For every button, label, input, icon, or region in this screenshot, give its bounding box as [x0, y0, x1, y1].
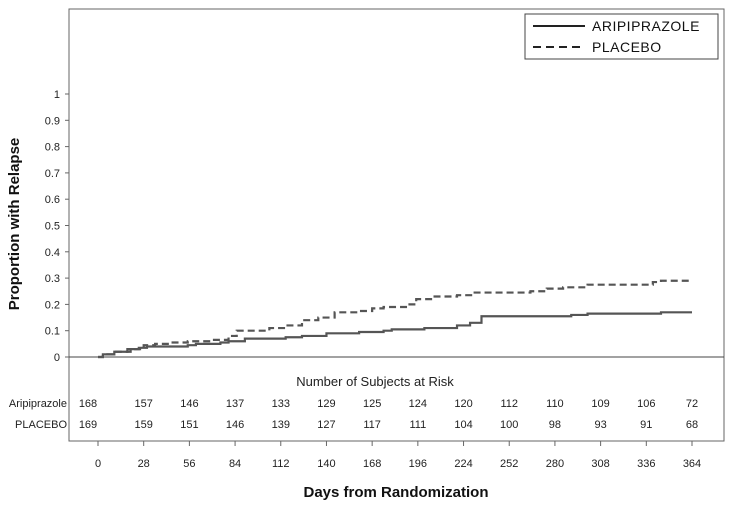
x-tick-label: 364: [683, 458, 701, 470]
legend: ARIPIPRAZOLE PLACEBO: [524, 13, 719, 60]
x-tick-label: 252: [500, 458, 518, 470]
risk-cell: 111: [409, 419, 426, 431]
y-tick-label: 0: [54, 352, 60, 364]
risk-cell: 168: [79, 398, 97, 410]
x-tick-label: 0: [95, 458, 101, 470]
x-tick-label: 56: [183, 458, 195, 470]
x-tick-label: 28: [138, 458, 150, 470]
x-tick-label: 308: [591, 458, 609, 470]
y-tick-label: 0.7: [45, 168, 60, 180]
y-tick-label: 0.4: [45, 247, 60, 259]
y-axis-title: Proportion with Relapse: [6, 138, 23, 311]
y-tick-label: 0.9: [45, 115, 60, 127]
risk-cell: 127: [317, 419, 335, 431]
risk-cell: 100: [500, 419, 518, 431]
x-tick-label: 140: [317, 458, 335, 470]
x-axis-title: Days from Randomization: [303, 484, 488, 501]
risk-cell: 106: [637, 398, 655, 410]
y-axis: 0 0.1 0.2 0.3 0.4 0.5 0.6 0.7 0.8 0.9 1: [45, 89, 69, 364]
y-tick-label: 0.1: [45, 326, 60, 338]
series-line-aripiprazole: [98, 311, 692, 359]
risk-cell: 139: [272, 419, 290, 431]
x-tick-label: 224: [454, 458, 472, 470]
plot-frame: [68, 8, 725, 358]
y-tick-label: 1: [54, 89, 60, 101]
x-tick-label: 280: [546, 458, 564, 470]
risk-cell: 146: [226, 419, 244, 431]
risk-cell: 146: [180, 398, 198, 410]
risk-cell: 68: [686, 419, 698, 431]
risk-row-label: Aripiprazole: [9, 398, 67, 410]
risk-cell: 120: [454, 398, 472, 410]
x-tick-label: 84: [229, 458, 241, 470]
risk-cell: 159: [135, 419, 153, 431]
risk-cell: 133: [272, 398, 290, 410]
risk-cell: 117: [363, 419, 381, 431]
risk-table: Aripiprazole 168 157 146 137 133 129 125 124 120 1…: [9, 398, 698, 431]
x-tick-label: 168: [363, 458, 381, 470]
risk-table-frame: [68, 356, 725, 442]
risk-cell: 151: [180, 419, 198, 431]
y-tick-label: 0.2: [45, 299, 60, 311]
risk-cell: 109: [591, 398, 609, 410]
risk-cell: 112: [500, 398, 518, 410]
legend-label-placebo: PLACEBO: [592, 39, 662, 55]
y-tick-label: 0.5: [45, 221, 60, 233]
risk-row-label: PLACEBO: [15, 419, 67, 431]
risk-table-title: Number of Subjects at Risk: [296, 374, 454, 389]
legend-box: [524, 13, 719, 60]
y-tick-label: 0.3: [45, 273, 60, 285]
risk-cell: 110: [546, 398, 564, 410]
x-tick-label: 336: [637, 458, 655, 470]
risk-cell: 104: [454, 419, 472, 431]
series-layer: [69, 279, 724, 359]
risk-cell: 91: [640, 419, 652, 431]
risk-cell: 125: [363, 398, 381, 410]
x-tick-label: 196: [409, 458, 427, 470]
risk-cell: 98: [549, 419, 561, 431]
y-tick-label: 0.6: [45, 194, 60, 206]
legend-label-aripiprazole: ARIPIPRAZOLE: [592, 18, 700, 34]
risk-cell: 129: [317, 398, 335, 410]
risk-cell: 124: [409, 398, 427, 410]
x-tick-label: 112: [272, 458, 290, 470]
risk-cell: 169: [79, 419, 97, 431]
risk-cell: 137: [226, 398, 244, 410]
x-axis: 0 28 56 84 112 140 168 196 224 252 280 308 336 364: [95, 441, 701, 470]
y-tick-label: 0.8: [45, 142, 60, 154]
risk-cell: 157: [135, 398, 153, 410]
risk-cell: 72: [686, 398, 698, 410]
risk-cell: 93: [594, 419, 606, 431]
series-line-placebo: [98, 279, 692, 359]
